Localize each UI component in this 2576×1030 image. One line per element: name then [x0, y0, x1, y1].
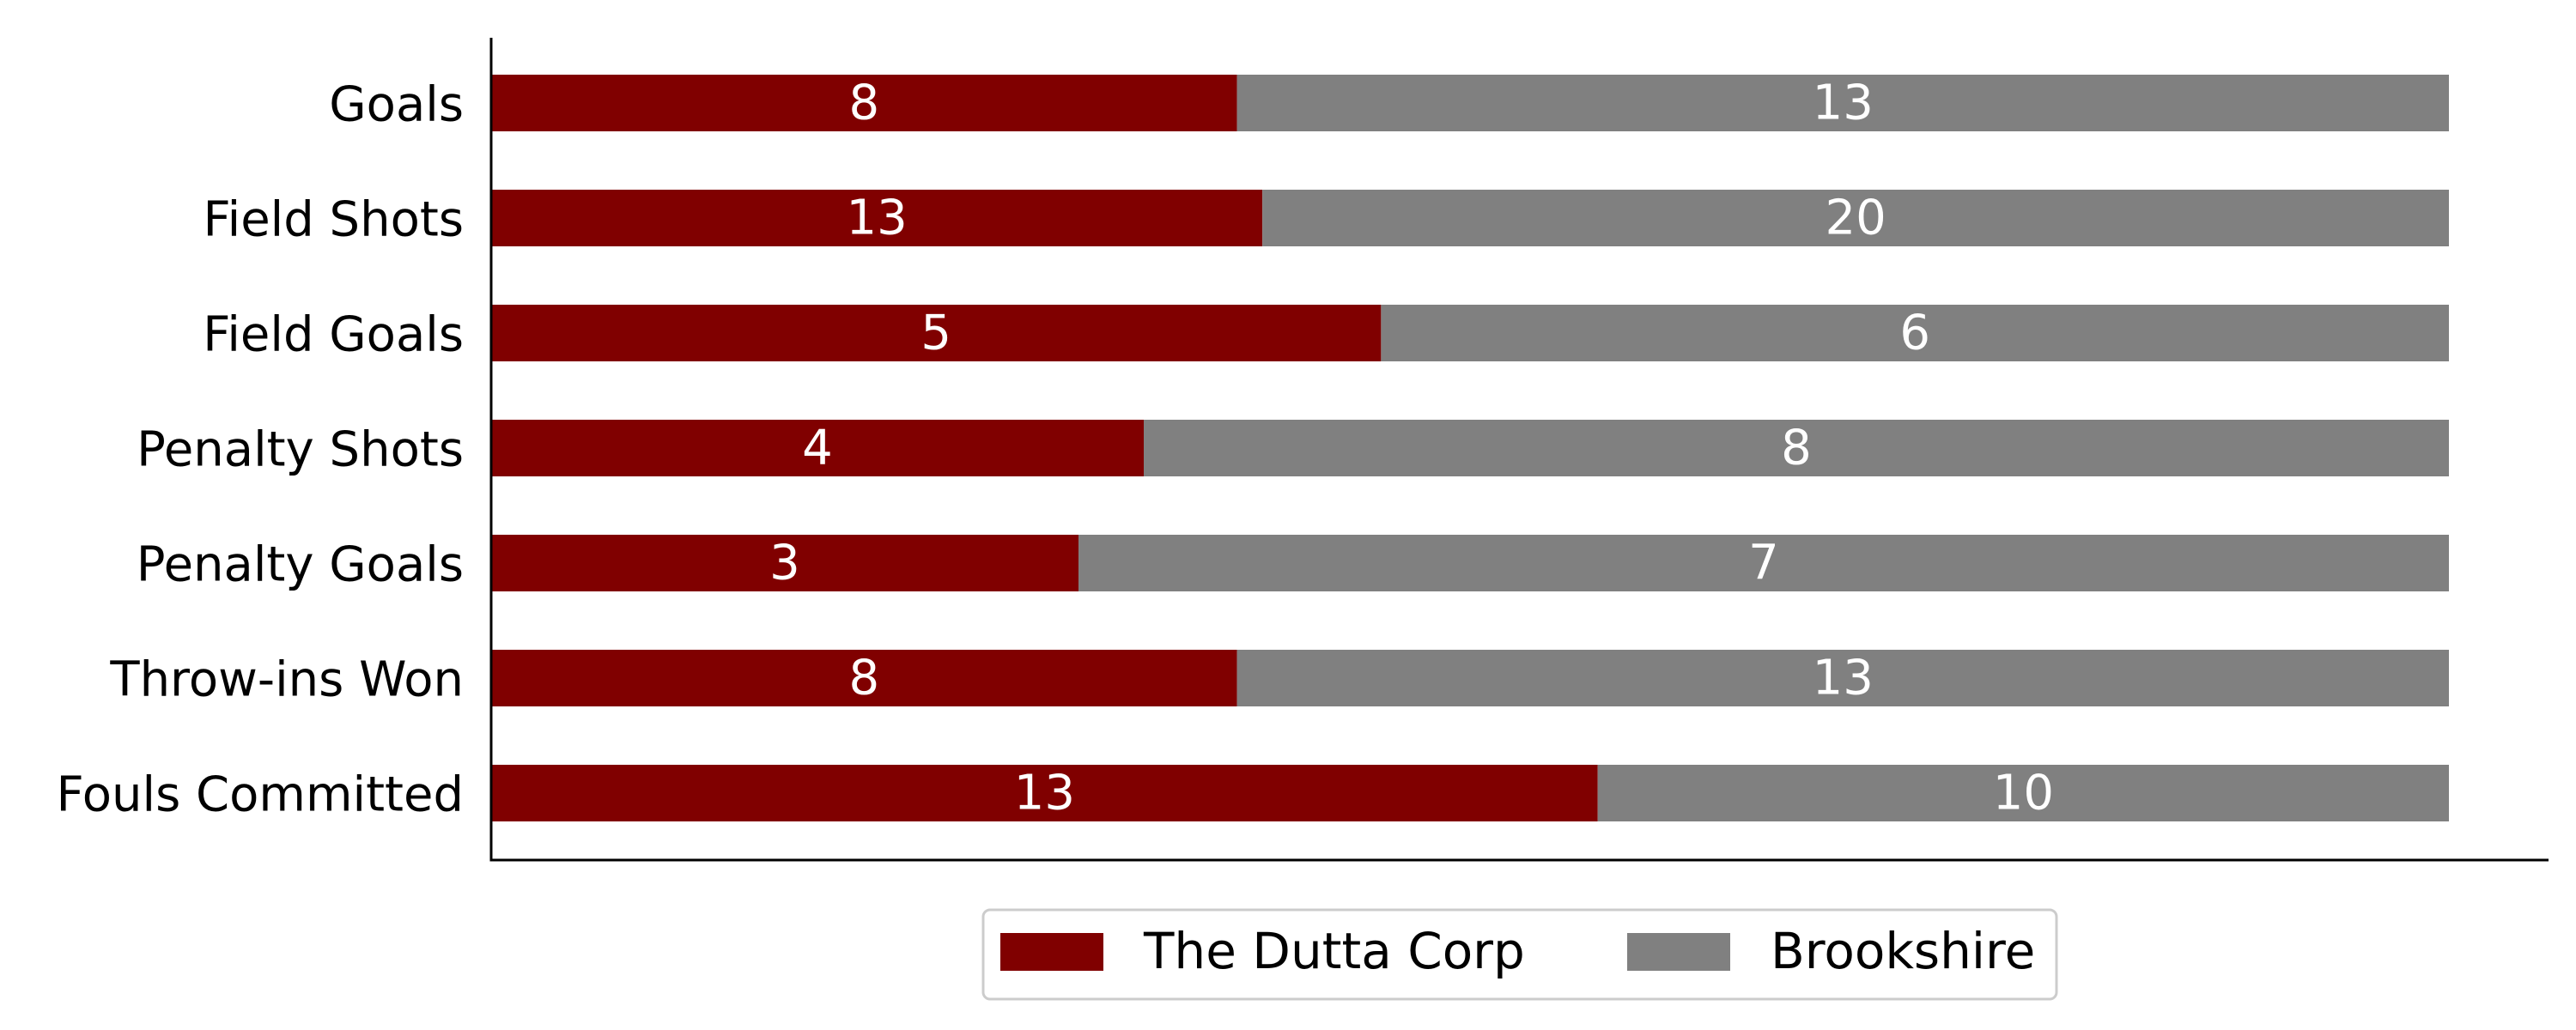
bar-the-dutta-corp-penalty-shots — [491, 420, 1144, 476]
category-label-field-goals: Field Goals — [203, 307, 464, 363]
legend: The Dutta Corp Brookshire — [981, 908, 2058, 1001]
data-label-the-dutta-corp-throw-ins-won: 8 — [848, 651, 879, 706]
category-label-penalty-goals: Penalty Goals — [137, 537, 464, 593]
bar-brookshire-throw-ins-won — [1236, 650, 2449, 706]
data-label-the-dutta-corp-penalty-goals: 3 — [769, 536, 800, 591]
bar-brookshire-goals — [1236, 75, 2449, 131]
data-label-brookshire-field-goals: 6 — [1899, 306, 1930, 361]
category-label-field-shots: Field Shots — [204, 192, 465, 248]
data-label-brookshire-field-shots: 20 — [1825, 191, 1886, 246]
bar-the-dutta-corp-field-goals — [491, 305, 1382, 361]
bar-brookshire-field-goals — [1381, 305, 2449, 361]
bar-the-dutta-corp-fouls-committed — [491, 765, 1598, 821]
bar-the-dutta-corp-field-shots — [491, 190, 1263, 246]
legend-swatch-brookshire — [1627, 933, 1730, 971]
data-label-the-dutta-corp-field-shots: 13 — [846, 191, 907, 246]
category-label-penalty-shots: Penalty Shots — [137, 422, 464, 478]
bar-brookshire-field-shots — [1262, 190, 2449, 246]
bars-group: 8 13 13 20 5 6 4 8 3 7 8 13 13 10 — [491, 75, 2449, 821]
category-label-goals: Goals — [329, 77, 464, 133]
bar-brookshire-penalty-goals — [1078, 535, 2449, 591]
data-label-brookshire-penalty-goals: 7 — [1748, 536, 1779, 591]
category-label-throw-ins-won: Throw-ins Won — [109, 652, 464, 708]
data-label-brookshire-throw-ins-won: 13 — [1813, 651, 1874, 706]
bar-brookshire-fouls-committed — [1597, 765, 2449, 821]
bar-the-dutta-corp-goals — [491, 75, 1237, 131]
legend-label-the-dutta-corp: The Dutta Corp — [1143, 922, 1525, 980]
data-label-brookshire-goals: 13 — [1813, 76, 1874, 131]
data-label-the-dutta-corp-penalty-shots: 4 — [802, 421, 833, 476]
bar-brookshire-penalty-shots — [1144, 420, 2449, 476]
bar-the-dutta-corp-penalty-goals — [491, 535, 1078, 591]
legend-label-brookshire: Brookshire — [1771, 922, 2035, 980]
data-label-the-dutta-corp-fouls-committed: 13 — [1014, 766, 1075, 821]
legend-frame — [981, 908, 2058, 1001]
data-label-brookshire-fouls-committed: 10 — [1993, 766, 2054, 821]
data-label-the-dutta-corp-field-goals: 5 — [920, 306, 951, 361]
bar-the-dutta-corp-throw-ins-won — [491, 650, 1237, 706]
category-labels: Goals Field Shots Field Goals Penalty Shots… — [57, 77, 464, 823]
legend-swatch-the-dutta-corp — [1000, 933, 1103, 971]
data-label-the-dutta-corp-goals: 8 — [848, 76, 879, 131]
category-label-fouls-committed: Fouls Committed — [57, 767, 464, 823]
data-label-brookshire-penalty-shots: 8 — [1781, 421, 1812, 476]
